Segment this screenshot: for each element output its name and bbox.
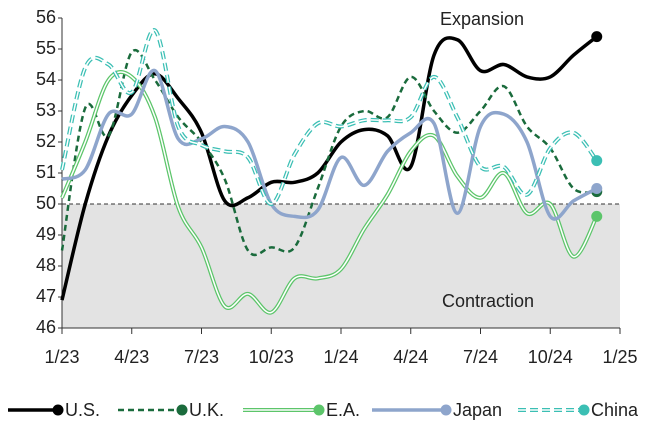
x-tick-label: 1/24 <box>323 347 358 367</box>
legend-label: China <box>591 400 639 420</box>
end-marker <box>591 210 603 222</box>
y-tick-label: 47 <box>36 286 56 306</box>
y-tick-label: 52 <box>36 131 56 151</box>
legend-label: U.S. <box>65 400 100 420</box>
end-marker <box>591 183 603 194</box>
x-tick-label: 10/24 <box>528 347 573 367</box>
y-tick-label: 53 <box>36 100 56 120</box>
x-tick-label: 10/23 <box>249 347 294 367</box>
y-tick-label: 56 <box>36 7 56 27</box>
x-tick-label: 7/23 <box>184 347 219 367</box>
series-line <box>60 48 597 257</box>
legend-marker <box>176 404 188 416</box>
annotation: Expansion <box>440 9 524 29</box>
x-tick-label: 7/24 <box>463 347 498 367</box>
x-tick-label: 1/25 <box>602 347 637 367</box>
annotation: Contraction <box>442 291 534 311</box>
y-tick-label: 46 <box>36 317 56 337</box>
series-line-inner <box>61 29 598 205</box>
legend-marker <box>313 404 325 416</box>
y-tick-label: 50 <box>36 193 56 213</box>
legend-marker <box>52 404 64 416</box>
y-tick-label: 49 <box>36 224 56 244</box>
series-line-inner <box>61 71 598 314</box>
x-tick-label: 4/24 <box>393 347 428 367</box>
legend-label: Japan <box>453 400 502 420</box>
x-tick-label: 4/23 <box>114 347 149 367</box>
legend-label: U.K. <box>189 400 224 420</box>
y-tick-label: 48 <box>36 255 56 275</box>
legend-label: E.A. <box>326 400 360 420</box>
end-marker <box>591 155 603 167</box>
y-tick-label: 51 <box>36 162 56 182</box>
y-tick-label: 55 <box>36 38 56 58</box>
y-tick-label: 54 <box>36 69 56 89</box>
series-line <box>61 68 598 221</box>
legend-marker <box>440 404 452 416</box>
legend-marker <box>578 404 590 416</box>
end-marker <box>591 31 603 43</box>
x-tick-label: 1/23 <box>44 347 79 367</box>
